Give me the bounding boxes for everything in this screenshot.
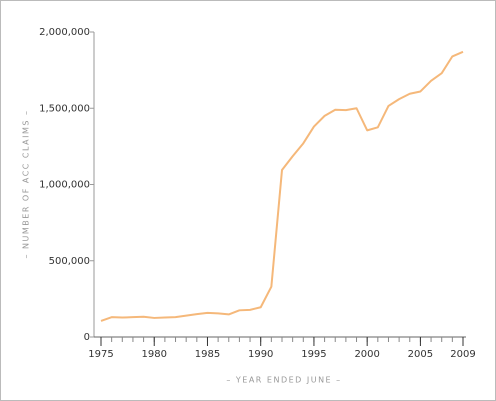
y-tick-label: 1,000,000 <box>39 180 90 191</box>
y-tick-label: 1,500,000 <box>39 103 90 114</box>
y-tick-label: 0 <box>84 332 90 343</box>
x-tick-label: 2005 <box>408 349 433 360</box>
x-tick-label: 2000 <box>354 349 379 360</box>
x-tick-label: 2009 <box>450 349 475 360</box>
y-tick-label: 500,000 <box>49 256 90 267</box>
y-axis-title: – NUMBER OF ACC CLAIMS – <box>22 110 31 259</box>
x-axis-title: – YEAR ENDED JUNE – <box>226 376 341 385</box>
x-tick-label: 1975 <box>88 349 113 360</box>
line-series <box>100 50 464 322</box>
x-tick-label: 1990 <box>248 349 273 360</box>
x-tick-label: 1995 <box>301 349 326 360</box>
x-tick-label: 1980 <box>142 349 167 360</box>
y-tick-label: 2,000,000 <box>39 27 90 38</box>
x-tick-label: 1985 <box>195 349 220 360</box>
